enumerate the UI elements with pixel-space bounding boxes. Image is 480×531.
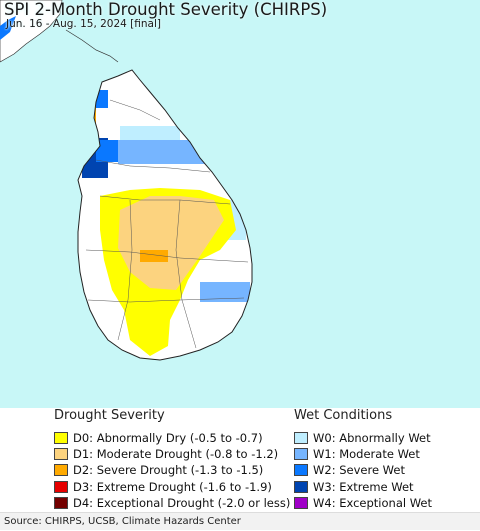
legend-label-w0: W0: Abnormally Wet <box>313 431 431 446</box>
swatch-w2 <box>294 464 308 477</box>
map-title: SPI 2-Month Drought Severity (CHIRPS) <box>4 0 328 19</box>
severe-wet-north <box>96 90 108 108</box>
legend-item-w1: W1: Moderate Wet <box>294 446 475 462</box>
swatch-d2 <box>54 464 68 477</box>
legend-item-d0: D0: Abnormally Dry (-0.5 to -0.7) <box>54 430 282 446</box>
swatch-d0 <box>54 432 68 445</box>
legend-label-w2: W2: Severe Wet <box>313 463 405 478</box>
india-wet-patch <box>0 16 16 40</box>
legend-item-d4: D4: Exceptional Drought (-2.0 or less) <box>54 495 290 511</box>
legend-label-d2: D2: Severe Drought (-1.3 to -1.5) <box>73 463 264 478</box>
legend-label-d4: D4: Exceptional Drought (-2.0 or less) <box>73 495 291 510</box>
legend-item-d1: D1: Moderate Drought (-0.8 to -1.2) <box>54 446 282 462</box>
wet-legend-title: Wet Conditions <box>294 408 393 423</box>
swatch-d4 <box>54 496 68 509</box>
abnormally-wet-area <box>120 126 180 140</box>
swatch-w1 <box>294 448 308 461</box>
adams-bridge <box>65 29 119 63</box>
source-footer: Source: CHIRPS, UCSB, Climate Hazards Ce… <box>0 512 480 530</box>
legend-item-d2: D2: Severe Drought (-1.3 to -1.5) <box>54 462 282 478</box>
swatch-w4 <box>294 496 308 509</box>
drought-legend-title: Drought Severity <box>54 408 165 423</box>
legend-item-w4: W4: Exceptional Wet <box>294 495 475 511</box>
legend-label-w3: W3: Extreme Wet <box>313 479 414 494</box>
legend-label-d3: D3: Extreme Drought (-1.6 to -1.9) <box>73 479 272 494</box>
district-boundaries <box>85 99 249 349</box>
legend-item-w3: W3: Extreme Wet <box>294 479 475 495</box>
legend-label-d0: D0: Abnormally Dry (-0.5 to -0.7) <box>73 431 263 446</box>
india-landmass <box>0 0 63 63</box>
moderate-wet-southeast <box>200 282 250 302</box>
legend-item-d3: D3: Extreme Drought (-1.6 to -1.9) <box>54 479 282 495</box>
ocean <box>0 0 480 408</box>
map-canvas <box>0 0 480 408</box>
legend-item-w0: W0: Abnormally Wet <box>294 430 475 446</box>
map-subtitle: Jun. 16 - Aug. 15, 2024 [final] <box>6 18 161 30</box>
swatch-w0 <box>294 432 308 445</box>
drought-legend: Drought Severity D0: Abnormally Dry (-0.… <box>50 408 290 511</box>
drought-map: SPI 2-Month Drought Severity (CHIRPS) Ju… <box>0 0 480 408</box>
severe-drought-central <box>140 250 168 262</box>
swatch-d3 <box>54 480 68 493</box>
swatch-w3 <box>294 480 308 493</box>
wet-legend: Wet Conditions W0: Abnormally Wet W1: Mo… <box>290 408 475 511</box>
swatch-d1 <box>54 448 68 461</box>
legend-item-w2: W2: Severe Wet <box>294 462 475 478</box>
legend-label-d1: D1: Moderate Drought (-0.8 to -1.2) <box>73 447 279 462</box>
legend-label-w1: W1: Moderate Wet <box>313 447 420 462</box>
moderate-drought-area <box>118 196 224 290</box>
legend-label-w4: W4: Exceptional Wet <box>313 495 432 510</box>
